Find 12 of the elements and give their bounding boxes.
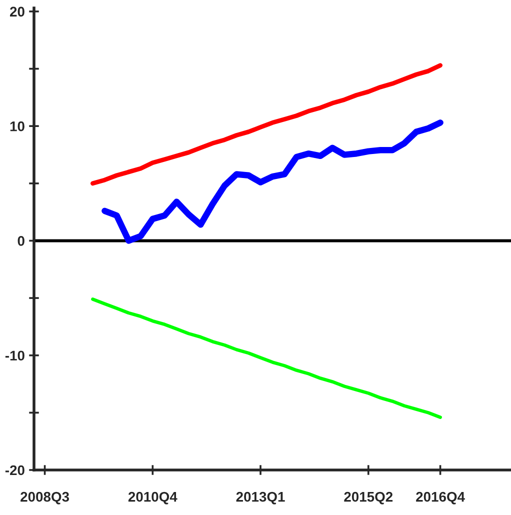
x-tick-label: 2013Q1 xyxy=(236,492,285,504)
y-tick-label: -10 xyxy=(5,350,24,361)
x-tick-label: 2008Q3 xyxy=(20,492,69,504)
x-tick-label: 2010Q4 xyxy=(128,492,178,504)
y-tick-label: 0 xyxy=(18,236,24,246)
x-tick-label: 2016Q4 xyxy=(416,492,465,504)
y-tick-label: 20 xyxy=(10,6,24,17)
line-series xyxy=(90,63,443,186)
line-series xyxy=(91,298,442,419)
x-tick-label: 2015Q2 xyxy=(344,492,393,504)
y-tick-label: -20 xyxy=(5,465,24,476)
y-tick-label: 10 xyxy=(10,121,24,132)
